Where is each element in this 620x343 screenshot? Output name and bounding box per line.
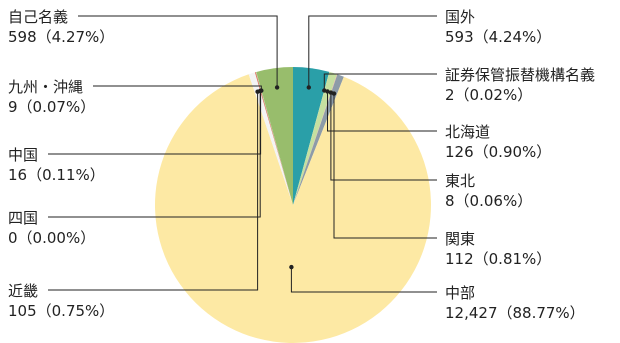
slice-6-leader [48,91,259,291]
slice-0-leader-dot [306,85,311,90]
slice-9-value-label: 9（0.07%） [8,98,95,116]
slice-3-value-label: 8（0.06%） [445,192,532,210]
slice-10-value-label: 598（4.27%） [8,28,114,46]
slice-10 [256,67,293,205]
slice-0-value-label: 593（4.24%） [445,28,551,46]
slice-10-leader [78,15,278,88]
slice-4-value-label: 112（0.81%） [445,250,551,268]
slice-2-leader [327,91,437,132]
slice-1-value-label: 2（0.02%） [445,86,532,104]
slice-5 [154,74,431,343]
slice-5-value-label: 12,427（88.77%） [445,304,585,322]
slice-7-value-label: 0（0.00%） [8,229,95,247]
slice-0-leader [308,15,437,88]
slice-2-name-label: 北海道 [445,123,490,141]
slice-6-value-label: 105（0.75%） [8,302,114,320]
slice-1 [293,71,330,205]
slice-4-name-label: 関東 [445,230,475,248]
slice-9-name-label: 九州・沖縄 [8,78,83,96]
slice-9-leader-dot [259,88,264,93]
slice-8-leader [48,90,262,155]
slice-8-name-label: 中国 [8,146,38,164]
slice-10-name-label: 自己名義 [8,8,68,26]
slice-7-name-label: 四国 [8,209,38,227]
slice-0-name-label: 国外 [445,8,475,26]
slice-1-name-label: 証券保管振替機構名義 [445,66,595,84]
slice-5-name-label: 中部 [445,284,475,302]
slice-6-name-label: 近畿 [8,282,38,300]
slice-5-leader [290,267,437,293]
slice-2 [293,71,337,205]
slice-5-leader-dot [289,264,294,270]
slice-0 [293,67,330,205]
slice-9 [255,71,293,205]
slice-3 [293,74,338,205]
slice-8 [254,72,293,205]
slice-2-leader-dot [325,89,330,94]
slice-4-leader-dot [331,91,337,96]
slice-2-value-label: 126（0.90%） [445,143,551,161]
slice-4-leader [333,93,437,239]
slice-3-leader [330,92,437,181]
slice-3-name-label: 東北 [445,172,475,190]
slice-10-leader-dot [274,85,280,90]
slice-8-value-label: 16（0.11%） [8,166,105,184]
slice-1-leader [323,73,437,91]
